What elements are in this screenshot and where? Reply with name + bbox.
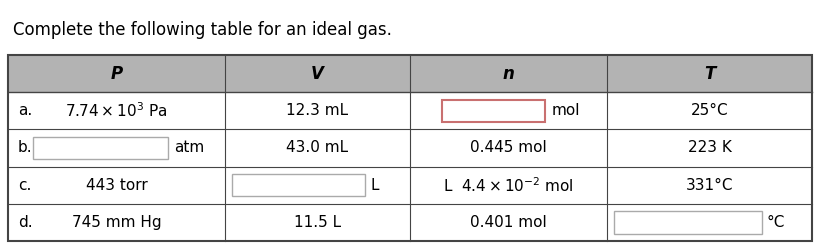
Text: 223 K: 223 K — [686, 140, 731, 155]
Text: T: T — [703, 65, 714, 83]
Text: 0.445 mol: 0.445 mol — [469, 140, 546, 155]
Bar — [8, 55, 811, 92]
Text: V: V — [310, 65, 324, 83]
Bar — [613, 211, 761, 233]
Text: mol: mol — [551, 103, 580, 118]
Text: 443 torr: 443 torr — [85, 178, 147, 193]
Bar — [33, 137, 167, 159]
Text: L: L — [369, 178, 378, 193]
Text: a.: a. — [18, 103, 32, 118]
Bar — [441, 100, 544, 122]
Text: P: P — [111, 65, 123, 83]
Text: n: n — [502, 65, 514, 83]
Text: L  $4.4 \times 10^{-2}$ mol: L $4.4 \times 10^{-2}$ mol — [442, 176, 573, 195]
Text: Complete the following table for an ideal gas.: Complete the following table for an idea… — [13, 21, 391, 39]
Text: 331°C: 331°C — [685, 178, 732, 193]
Text: 0.401 mol: 0.401 mol — [469, 215, 546, 230]
Text: c.: c. — [18, 178, 31, 193]
Text: °C: °C — [766, 215, 784, 230]
Bar — [8, 55, 811, 241]
Text: 43.0 mL: 43.0 mL — [286, 140, 348, 155]
Text: b.: b. — [18, 140, 33, 155]
Text: $7.74 \times 10^3$ Pa: $7.74 \times 10^3$ Pa — [66, 101, 168, 120]
Text: 25°C: 25°C — [690, 103, 727, 118]
Text: 11.5 L: 11.5 L — [294, 215, 341, 230]
Text: atm: atm — [174, 140, 205, 155]
Text: d.: d. — [18, 215, 33, 230]
Text: 745 mm Hg: 745 mm Hg — [71, 215, 161, 230]
Bar — [232, 174, 364, 196]
Text: 12.3 mL: 12.3 mL — [286, 103, 348, 118]
